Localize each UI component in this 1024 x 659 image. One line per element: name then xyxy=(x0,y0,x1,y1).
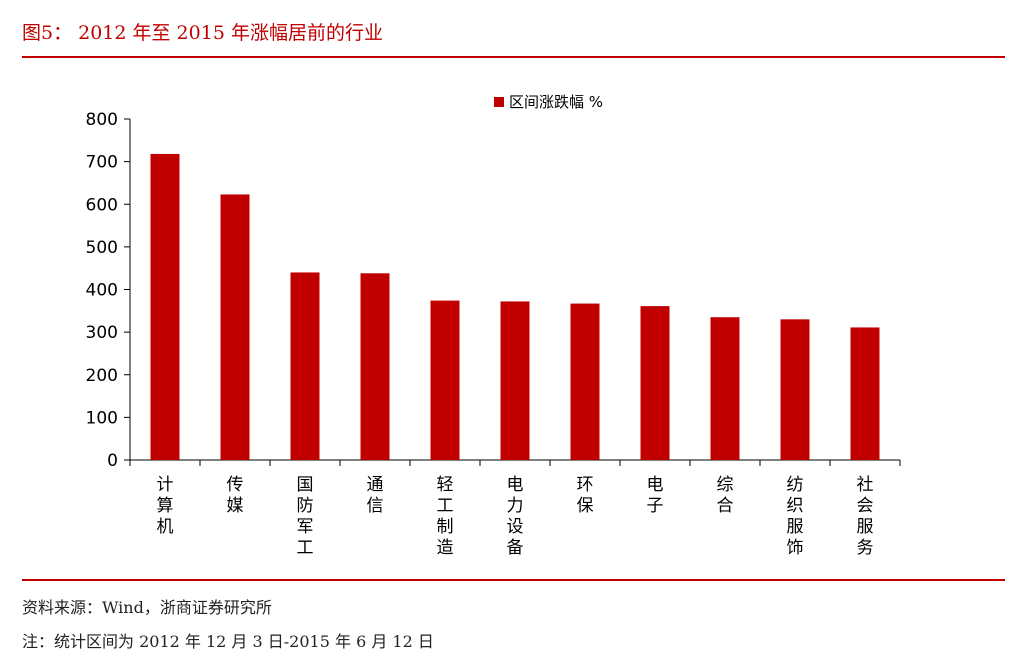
y-tick-label: 0 xyxy=(107,451,118,471)
y-tick-label: 400 xyxy=(86,281,118,301)
y-tick-label: 600 xyxy=(86,195,118,215)
y-tick-label: 500 xyxy=(86,238,118,258)
y-tick-labels: 0 100 200 300 400 500 600 700 800 xyxy=(86,110,118,471)
bar xyxy=(570,303,600,460)
category-label: 通信 xyxy=(367,475,384,516)
y-tick-label: 200 xyxy=(86,366,118,386)
y-tick-label: 800 xyxy=(86,110,118,130)
category-label: 纺织服饰 xyxy=(787,475,804,558)
bar xyxy=(640,306,670,460)
bar-chart: 区间涨跌幅 % 0 100 200 300 400 500 600 700 800 计算机 传媒 国… xyxy=(86,93,901,558)
category-label: 环保 xyxy=(577,475,594,516)
category-label: 电子 xyxy=(647,475,664,516)
title-divider xyxy=(22,56,1005,58)
figure-title: 图5： 2012 年至 2015 年涨幅居前的行业 xyxy=(22,22,383,44)
bar xyxy=(850,327,880,460)
bar xyxy=(500,301,530,460)
bar xyxy=(430,300,460,460)
category-label: 电力设备 xyxy=(507,475,524,558)
category-label: 传媒 xyxy=(227,475,244,516)
y-tick-label: 700 xyxy=(86,153,118,173)
category-label: 社会服务 xyxy=(857,475,874,558)
bar xyxy=(220,194,250,461)
category-label: 国防军工 xyxy=(297,475,314,558)
remark-note: 注：统计区间为 2012 年 12 月 3 日-2015 年 6 月 12 日 xyxy=(22,632,434,651)
category-label: 计算机 xyxy=(157,475,174,537)
bar xyxy=(360,273,390,460)
category-label: 综合 xyxy=(717,475,734,516)
bar xyxy=(710,317,740,460)
y-tick-label: 100 xyxy=(86,408,118,428)
source-note: 资料来源：Wind，浙商证券研究所 xyxy=(22,598,272,617)
bar xyxy=(780,319,810,460)
category-labels: 计算机 传媒 国防军工 通信 轻工制造 电力设备 环保 电子 综合 纺织服饰 社会服务 xyxy=(157,475,874,558)
bar xyxy=(290,272,320,460)
legend-swatch xyxy=(494,97,504,107)
footer-divider xyxy=(22,579,1005,581)
bars xyxy=(150,153,880,461)
y-tick-label: 300 xyxy=(86,323,118,343)
bar xyxy=(150,153,180,460)
legend-label: 区间涨跌幅 % xyxy=(509,93,603,111)
category-label: 轻工制造 xyxy=(437,475,454,558)
legend: 区间涨跌幅 % xyxy=(494,93,603,111)
